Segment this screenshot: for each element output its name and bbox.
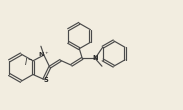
Text: N: N bbox=[92, 55, 98, 61]
Text: N$^+$: N$^+$ bbox=[38, 51, 50, 59]
Text: S: S bbox=[43, 77, 48, 83]
Text: I$^-$: I$^-$ bbox=[24, 56, 34, 67]
